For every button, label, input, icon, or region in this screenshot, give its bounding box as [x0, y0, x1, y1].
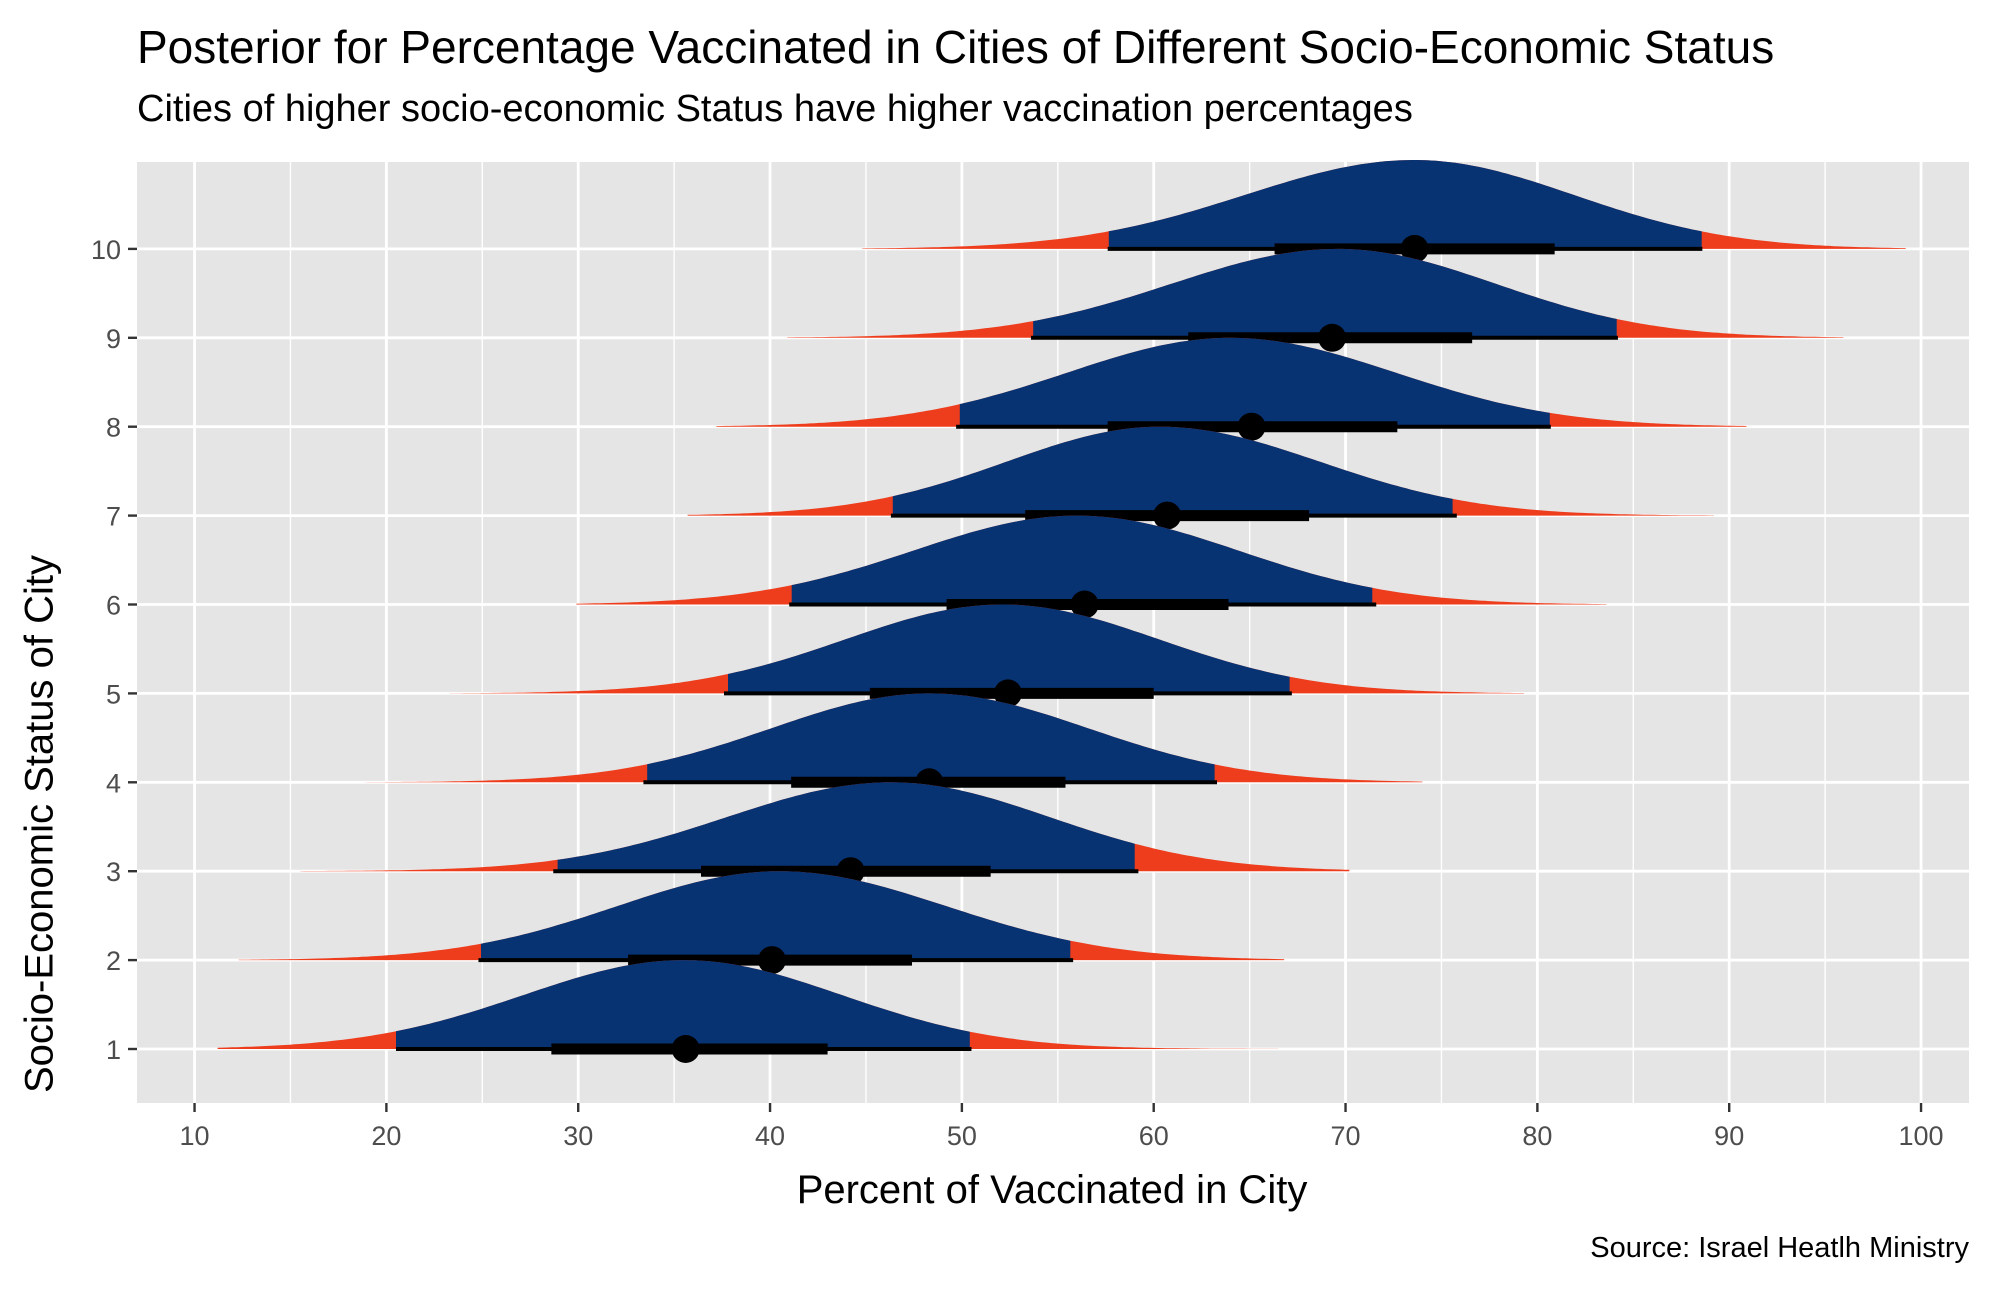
ridge-10	[862, 160, 1906, 263]
x-tick-label: 50	[947, 1121, 977, 1151]
median-point	[1070, 590, 1099, 619]
x-tick-label: 20	[371, 1121, 401, 1151]
x-tick-label: 10	[180, 1121, 210, 1151]
chart-caption: Source: Israel Heatlh Ministry	[1590, 1232, 1969, 1264]
y-tick-label: 5	[106, 679, 121, 709]
y-tick-label: 4	[106, 768, 121, 798]
chart-subtitle: Cities of higher socio-economic Status h…	[137, 88, 1413, 130]
density-inner-area	[557, 782, 1135, 872]
y-tick-label: 10	[91, 235, 121, 265]
x-axis-label: Percent of Vaccinated in City	[796, 1168, 1308, 1212]
density-inner-area	[959, 337, 1550, 427]
density-inner-area	[1033, 248, 1617, 338]
median-point	[1318, 323, 1347, 352]
x-tick-label: 30	[563, 1121, 593, 1151]
y-tick-label: 7	[106, 502, 121, 532]
y-tick-label: 3	[106, 857, 121, 887]
density-inner-area	[396, 960, 970, 1049]
y-axis: 1 2 3 4 5 6 7 8 9 10	[91, 235, 137, 1065]
y-tick-label: 2	[106, 946, 121, 976]
ridge-4	[307, 693, 1423, 797]
density-inner-area	[481, 871, 1071, 961]
chart-title: Posterior for Percentage Vaccinated in C…	[137, 21, 1775, 73]
ridge-6	[576, 515, 1607, 619]
ridge-7	[687, 426, 1714, 530]
density-inner-area	[647, 693, 1215, 783]
density-inner-area	[892, 426, 1453, 516]
ridge-3	[300, 782, 1350, 886]
y-tick-label: 6	[106, 591, 121, 621]
ridge-2	[238, 871, 1285, 975]
median-point	[1400, 234, 1429, 263]
density-ridges	[217, 160, 1906, 1063]
ridge-8	[716, 337, 1747, 441]
x-tick-label: 40	[755, 1121, 785, 1151]
median-point	[1237, 412, 1266, 441]
median-point	[671, 1035, 700, 1063]
density-inner-area	[791, 515, 1373, 605]
density-inner-area	[1108, 160, 1702, 249]
y-tick-label: 9	[106, 324, 121, 354]
x-tick-label: 60	[1139, 1121, 1169, 1151]
median-point	[757, 946, 786, 975]
density-inner-area	[728, 604, 1290, 694]
x-axis: 10 20 30 40 50 60 70 80 90 100	[180, 1103, 1944, 1151]
median-point	[1153, 501, 1182, 530]
y-axis-label: Socio-Economic Status of City	[17, 555, 62, 1093]
median-point	[993, 679, 1022, 708]
x-tick-label: 90	[1714, 1121, 1744, 1151]
y-tick-label: 1	[106, 1035, 121, 1065]
x-tick-label: 100	[1899, 1121, 1944, 1151]
ridge-1	[217, 960, 1279, 1063]
ridge-5	[449, 604, 1524, 708]
ridge-9	[787, 248, 1844, 352]
y-tick-label: 8	[106, 413, 121, 443]
x-tick-label: 80	[1522, 1121, 1552, 1151]
x-tick-label: 70	[1331, 1121, 1361, 1151]
